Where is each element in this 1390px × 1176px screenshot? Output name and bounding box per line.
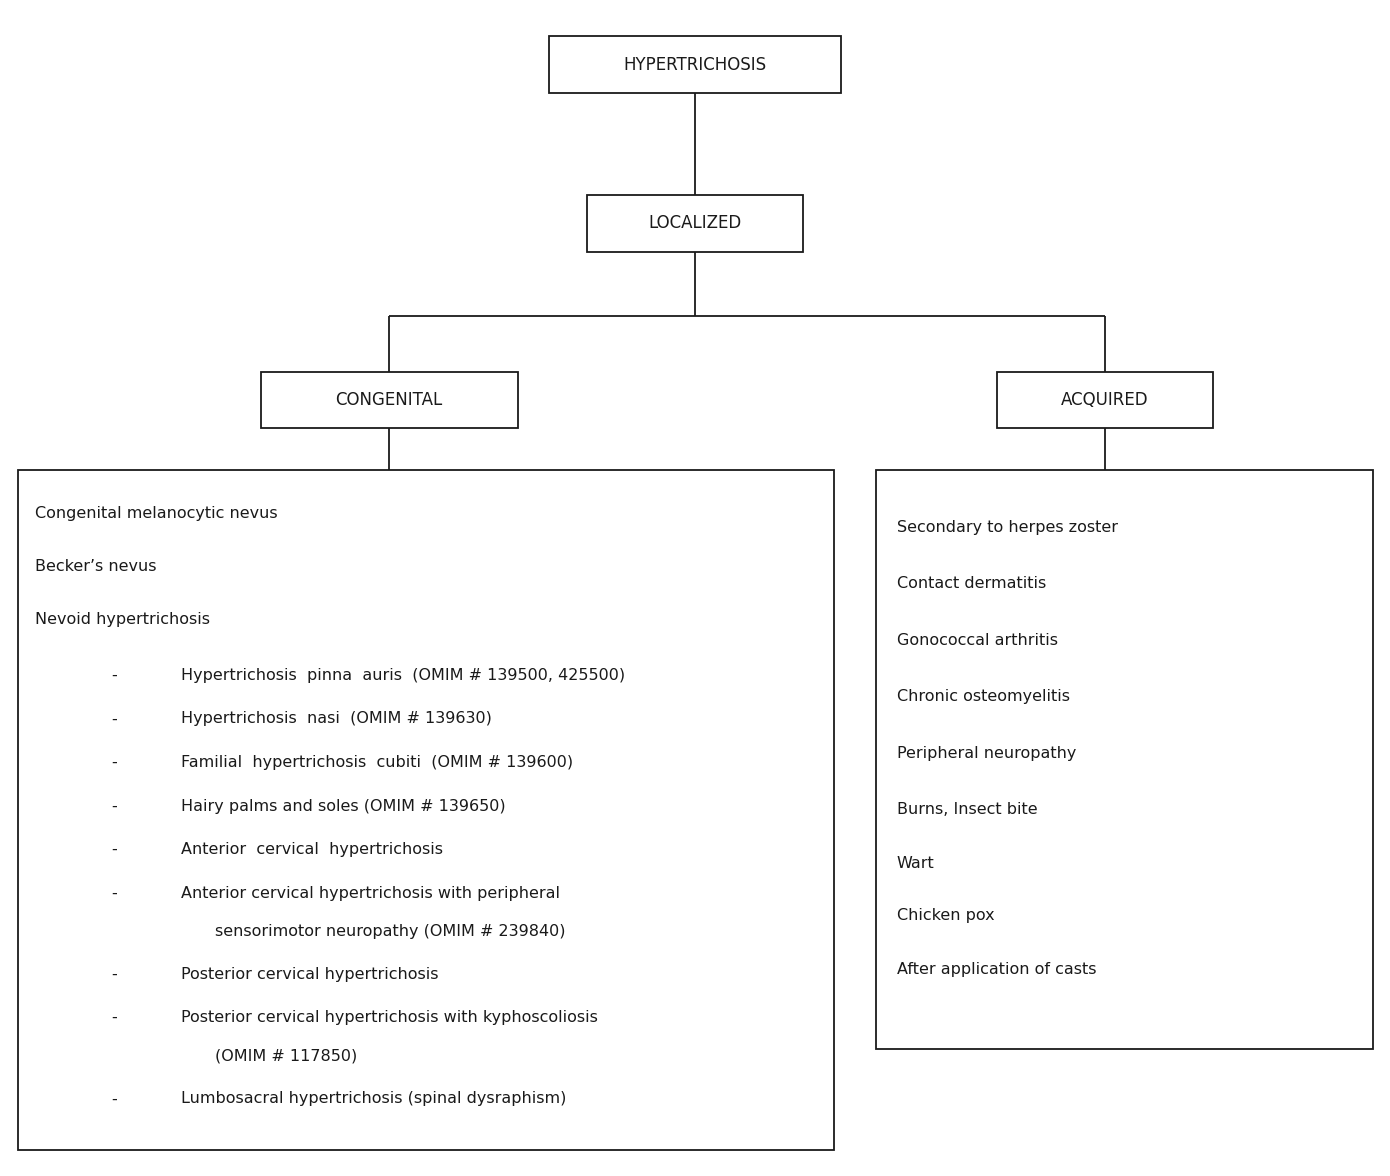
Text: Lumbosacral hypertrichosis (spinal dysraphism): Lumbosacral hypertrichosis (spinal dysra… (181, 1091, 566, 1107)
Text: -: - (111, 668, 117, 683)
Text: -: - (111, 799, 117, 814)
Text: -: - (111, 1010, 117, 1025)
Text: Chronic osteomyelitis: Chronic osteomyelitis (897, 689, 1069, 704)
Text: Burns, Insect bite: Burns, Insect bite (897, 802, 1037, 817)
Text: Wart: Wart (897, 856, 934, 871)
Text: (OMIM # 117850): (OMIM # 117850) (215, 1049, 357, 1064)
FancyBboxPatch shape (549, 36, 841, 93)
Text: HYPERTRICHOSIS: HYPERTRICHOSIS (624, 55, 766, 74)
Text: Familial  hypertrichosis  cubiti  (OMIM # 139600): Familial hypertrichosis cubiti (OMIM # 1… (181, 755, 573, 770)
Text: Peripheral neuropathy: Peripheral neuropathy (897, 746, 1076, 761)
Text: Anterior cervical hypertrichosis with peripheral: Anterior cervical hypertrichosis with pe… (181, 886, 560, 901)
Text: After application of casts: After application of casts (897, 962, 1097, 977)
Text: -: - (111, 886, 117, 901)
Text: -: - (111, 1091, 117, 1107)
Text: -: - (111, 711, 117, 727)
FancyBboxPatch shape (876, 470, 1373, 1049)
Text: LOCALIZED: LOCALIZED (648, 214, 742, 233)
Text: Posterior cervical hypertrichosis: Posterior cervical hypertrichosis (181, 967, 438, 982)
Text: -: - (111, 755, 117, 770)
Text: ACQUIRED: ACQUIRED (1061, 390, 1150, 409)
FancyBboxPatch shape (587, 195, 803, 252)
Text: Anterior  cervical  hypertrichosis: Anterior cervical hypertrichosis (181, 842, 442, 857)
FancyBboxPatch shape (261, 372, 518, 428)
FancyBboxPatch shape (998, 372, 1212, 428)
Text: Contact dermatitis: Contact dermatitis (897, 576, 1045, 592)
Text: -: - (111, 967, 117, 982)
Text: Hypertrichosis  nasi  (OMIM # 139630): Hypertrichosis nasi (OMIM # 139630) (181, 711, 492, 727)
Text: CONGENITAL: CONGENITAL (335, 390, 443, 409)
Text: Congenital melanocytic nevus: Congenital melanocytic nevus (35, 506, 278, 521)
Text: Nevoid hypertrichosis: Nevoid hypertrichosis (35, 612, 210, 627)
Text: Posterior cervical hypertrichosis with kyphoscoliosis: Posterior cervical hypertrichosis with k… (181, 1010, 598, 1025)
Text: Gonococcal arthritis: Gonococcal arthritis (897, 633, 1058, 648)
Text: Hypertrichosis  pinna  auris  (OMIM # 139500, 425500): Hypertrichosis pinna auris (OMIM # 13950… (181, 668, 626, 683)
Text: sensorimotor neuropathy (OMIM # 239840): sensorimotor neuropathy (OMIM # 239840) (215, 924, 566, 940)
FancyBboxPatch shape (18, 470, 834, 1150)
Text: Secondary to herpes zoster: Secondary to herpes zoster (897, 520, 1118, 535)
Text: -: - (111, 842, 117, 857)
Text: Hairy palms and soles (OMIM # 139650): Hairy palms and soles (OMIM # 139650) (181, 799, 506, 814)
Text: Chicken pox: Chicken pox (897, 908, 994, 923)
Text: Becker’s nevus: Becker’s nevus (35, 559, 156, 574)
